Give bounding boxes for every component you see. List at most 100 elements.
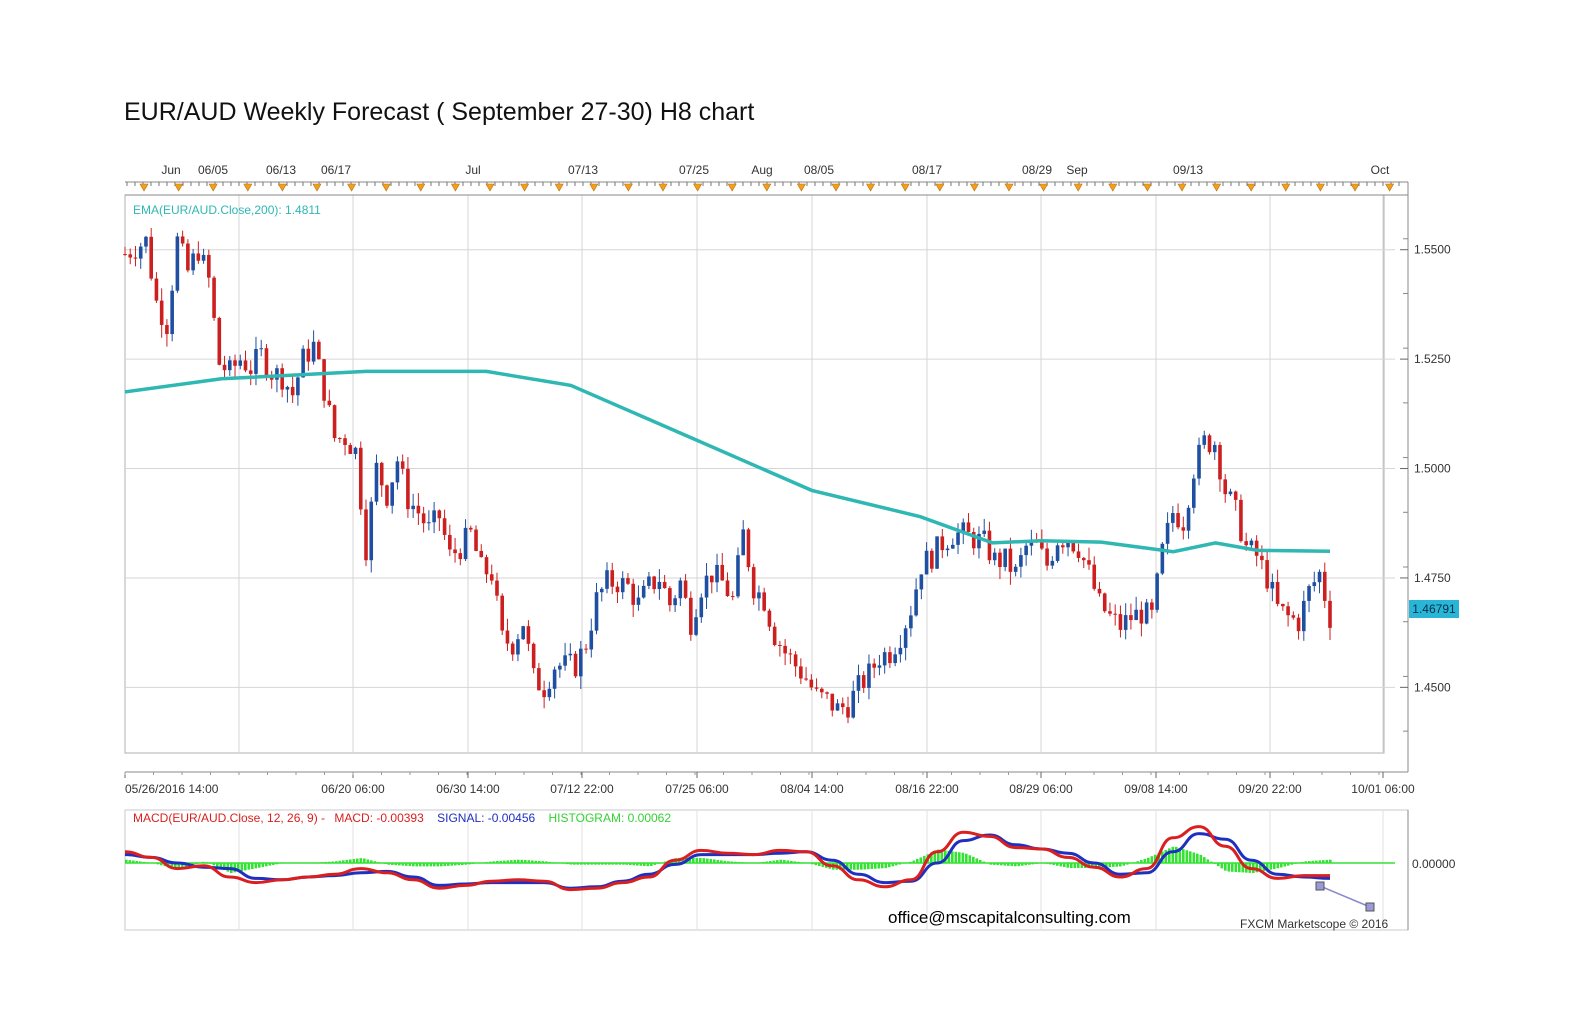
candle-body bbox=[1233, 491, 1238, 500]
histogram-bar bbox=[1206, 859, 1210, 863]
histogram-bar bbox=[202, 861, 205, 863]
histogram-bar bbox=[811, 863, 814, 865]
candle-body bbox=[814, 687, 819, 689]
histogram-bar bbox=[947, 850, 951, 863]
candle-body bbox=[1281, 603, 1285, 607]
candle-body bbox=[1312, 582, 1317, 587]
histogram-bar bbox=[1070, 863, 1073, 869]
histogram-bar bbox=[1108, 863, 1112, 868]
candle-body bbox=[400, 461, 405, 469]
macd-legend: MACD(EUR/AUD.Close, 12, 26, 9) - MACD: -… bbox=[133, 811, 671, 825]
histogram-bar bbox=[713, 859, 716, 863]
histogram-bar bbox=[695, 857, 699, 863]
histogram-bar bbox=[870, 863, 874, 869]
chart-title: EUR/AUD Weekly Forecast ( September 27-3… bbox=[124, 98, 755, 126]
histogram-bar bbox=[1196, 853, 1199, 863]
candle-body bbox=[159, 300, 164, 325]
candle-body bbox=[898, 647, 903, 655]
session-marker bbox=[796, 183, 806, 192]
candle-body bbox=[123, 254, 127, 256]
session-marker bbox=[485, 183, 495, 192]
candle-body bbox=[290, 386, 295, 396]
histogram-bar bbox=[1066, 863, 1070, 868]
histogram-bar bbox=[1150, 856, 1154, 863]
top-axis-label: Oct bbox=[1371, 163, 1390, 177]
macd-legend-name: MACD(EUR/AUD.Close, 12, 26, 9) - bbox=[133, 811, 325, 825]
histogram-bar bbox=[800, 862, 804, 863]
histogram-bar bbox=[1329, 859, 1332, 863]
candle-body bbox=[867, 663, 871, 688]
histogram-bar bbox=[688, 857, 692, 863]
histogram-bar bbox=[737, 861, 741, 863]
candle-body bbox=[563, 655, 567, 666]
histogram-bar bbox=[1315, 860, 1318, 863]
histogram-bar bbox=[762, 861, 765, 863]
candle-body bbox=[1191, 478, 1196, 508]
histogram-bar bbox=[205, 862, 209, 863]
candle-body bbox=[893, 654, 897, 664]
histogram-bar bbox=[174, 863, 177, 869]
histogram-bar bbox=[580, 863, 583, 865]
candle-body bbox=[1207, 435, 1212, 453]
candle-body bbox=[767, 610, 772, 627]
signal-legend-value: SIGNAL: -0.00456 bbox=[437, 811, 535, 825]
candle-body bbox=[966, 522, 971, 533]
candle-body bbox=[510, 643, 515, 655]
candle-body bbox=[170, 290, 174, 335]
candle-body bbox=[919, 574, 924, 590]
histogram-bar bbox=[338, 860, 342, 863]
macd-legend-value: MACD: -0.00393 bbox=[334, 811, 424, 825]
top-axis-label: 06/13 bbox=[266, 163, 296, 177]
candle-body bbox=[322, 359, 326, 401]
histogram-bar bbox=[394, 863, 398, 866]
histogram-bar bbox=[135, 860, 139, 863]
candle-body bbox=[930, 550, 934, 569]
candle-body bbox=[474, 529, 478, 551]
histogram-bar bbox=[503, 860, 506, 863]
histogram-bar bbox=[996, 863, 1000, 866]
histogram-bar bbox=[1003, 863, 1007, 866]
projection-line bbox=[1319, 885, 1371, 908]
histogram-bar bbox=[1192, 852, 1196, 863]
histogram-bar bbox=[352, 859, 356, 863]
histogram-bar bbox=[377, 862, 380, 863]
histogram-bar bbox=[881, 863, 884, 869]
candle-body bbox=[1139, 609, 1144, 624]
histogram-bar bbox=[254, 863, 258, 869]
candle-body bbox=[699, 597, 704, 618]
histogram-bar bbox=[1045, 863, 1049, 864]
histogram-bar bbox=[496, 861, 499, 863]
histogram-bar bbox=[1283, 863, 1287, 867]
histogram-bar bbox=[454, 863, 457, 866]
candle-body bbox=[647, 576, 651, 586]
candle-body bbox=[1040, 542, 1044, 549]
candle-body bbox=[207, 254, 211, 278]
candle-body bbox=[1270, 581, 1275, 589]
histogram-bar bbox=[919, 857, 923, 863]
histogram-bar bbox=[422, 863, 426, 867]
candle-body bbox=[1254, 540, 1259, 556]
candle-body bbox=[909, 615, 913, 629]
histogram-bar bbox=[1077, 863, 1080, 869]
histogram-bar bbox=[664, 861, 667, 863]
histogram-bar bbox=[681, 857, 685, 863]
candle-body bbox=[992, 552, 997, 561]
candle-body bbox=[521, 626, 525, 640]
candle-body bbox=[1092, 564, 1097, 589]
candle-body bbox=[961, 522, 966, 533]
candle-body bbox=[1118, 614, 1123, 630]
histogram-bar bbox=[587, 863, 590, 865]
histogram-bar bbox=[562, 863, 566, 864]
session-marker bbox=[1350, 183, 1360, 192]
candle-body bbox=[1129, 615, 1133, 621]
top-axis-label: 07/13 bbox=[568, 163, 598, 177]
histogram-bar bbox=[877, 863, 881, 869]
session-marker bbox=[381, 183, 391, 192]
histogram-bar bbox=[779, 859, 783, 863]
histogram-bar bbox=[1280, 863, 1283, 868]
histogram-bar bbox=[128, 860, 132, 863]
histogram-bar bbox=[342, 860, 345, 863]
histogram-bar bbox=[1255, 863, 1259, 873]
histogram-bar bbox=[125, 859, 128, 863]
histogram-bar bbox=[979, 859, 982, 863]
